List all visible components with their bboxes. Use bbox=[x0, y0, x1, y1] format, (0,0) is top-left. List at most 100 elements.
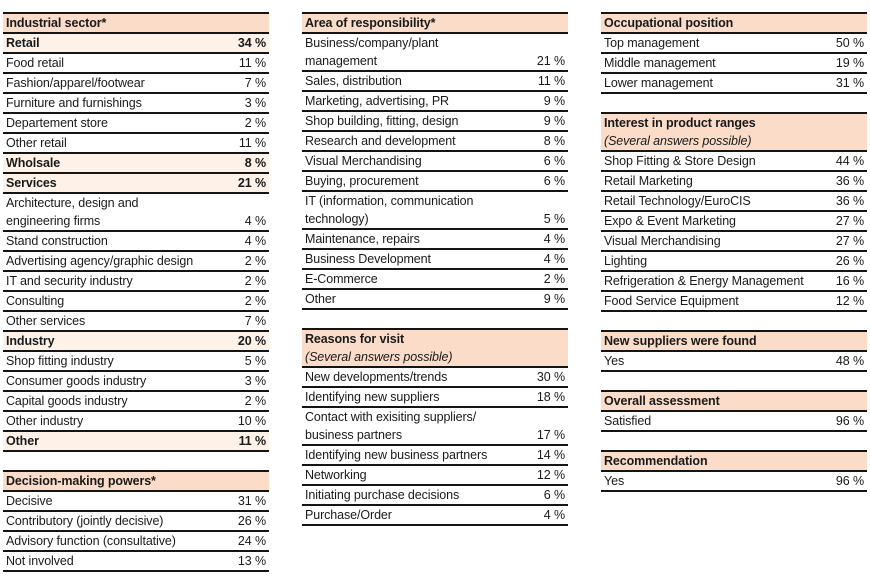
row-value: 8 % bbox=[244, 156, 266, 170]
table-row: Sales, distribution 11 % bbox=[302, 72, 568, 92]
row-label: Lower management bbox=[604, 76, 713, 90]
table-row: IT and security industry 2 % bbox=[3, 272, 269, 292]
table-row: Middle management 19 % bbox=[601, 54, 867, 74]
row-label: Top management bbox=[604, 36, 700, 50]
row-label: Consulting bbox=[6, 294, 65, 308]
row-label: Not involved bbox=[6, 554, 74, 568]
row-value: 10 % bbox=[237, 414, 266, 428]
row-value: 4 % bbox=[543, 232, 565, 246]
table-row: Business Development 4 % bbox=[302, 250, 568, 270]
row-label: Other bbox=[305, 292, 336, 306]
table-row: Not involved 13 % bbox=[3, 552, 269, 572]
row-value: 21 % bbox=[536, 54, 565, 68]
table-row: New developments/trends 30 % bbox=[302, 368, 568, 388]
column-2: Area of responsibility* Business/company/… bbox=[302, 12, 568, 580]
table-row: Networking 12 % bbox=[302, 466, 568, 486]
row-value: 27 % bbox=[835, 214, 864, 228]
row-label: Yes bbox=[604, 354, 625, 368]
row-label: Retail Marketing bbox=[604, 174, 693, 188]
table-row: Buying, procurement 6 % bbox=[302, 172, 568, 192]
row-value: 3 % bbox=[244, 96, 266, 110]
table-row: Wholsale 8 % bbox=[3, 154, 269, 174]
row-value: 9 % bbox=[543, 292, 565, 306]
row-label: IT and security industry bbox=[6, 274, 133, 288]
table-header: Decision-making powers* bbox=[3, 472, 269, 492]
row-label: Identifying new suppliers bbox=[305, 390, 440, 404]
row-value: 19 % bbox=[835, 56, 864, 70]
table-row: Retail 34 % bbox=[3, 34, 269, 54]
table-note: (Several answers possible) bbox=[305, 350, 453, 364]
row-label: Decisive bbox=[6, 494, 53, 508]
row-label: Buying, procurement bbox=[305, 174, 419, 188]
row-label: Refrigeration & Energy Management bbox=[604, 274, 804, 288]
table-row: Stand construction 4 % bbox=[3, 232, 269, 252]
table-row: Consulting 2 % bbox=[3, 292, 269, 312]
row-value: 6 % bbox=[543, 154, 565, 168]
row-value: 4 % bbox=[244, 214, 266, 228]
table-row: Other 11 % bbox=[3, 432, 269, 452]
row-value: 2 % bbox=[244, 254, 266, 268]
row-value: 31 % bbox=[237, 494, 266, 508]
column-1: Industrial sector* Retail 34 % Food retail 1… bbox=[3, 12, 269, 580]
row-label: Shop Fitting & Store Design bbox=[604, 154, 756, 168]
table-note: (Several answers possible) bbox=[604, 134, 752, 148]
row-label: Yes bbox=[604, 474, 625, 488]
row-value: 18 % bbox=[536, 390, 565, 404]
row-label: Other bbox=[6, 434, 39, 448]
table-row: Advisory function (consultative) 24 % bbox=[3, 532, 269, 552]
row-label: Stand construction bbox=[6, 234, 108, 248]
row-label: Shop fitting industry bbox=[6, 354, 114, 368]
table-row: Advertising agency/graphic design 2 % bbox=[3, 252, 269, 272]
row-value: 13 % bbox=[237, 554, 266, 568]
row-value: 11 % bbox=[537, 74, 565, 88]
row-value: 5 % bbox=[244, 354, 266, 368]
row-label: Business/company/plant management bbox=[305, 36, 439, 68]
table-row: Services 21 % bbox=[3, 174, 269, 194]
table-title: Decision-making powers* bbox=[6, 474, 156, 488]
row-label: Middle management bbox=[604, 56, 716, 70]
row-label: Fashion/apparel/footwear bbox=[6, 76, 145, 90]
table-row: IT (information, communication technolog… bbox=[302, 192, 568, 230]
row-label: Identifying new business partners bbox=[305, 448, 488, 462]
table-title: Recommendation bbox=[604, 454, 708, 468]
row-label: Satisfied bbox=[604, 414, 652, 428]
table-row: Identifying new suppliers 18 % bbox=[302, 388, 568, 408]
row-value: 5 % bbox=[543, 212, 565, 226]
table-title: Industrial sector* bbox=[6, 16, 107, 30]
row-value: 8 % bbox=[543, 134, 565, 148]
row-label: Furniture and furnishings bbox=[6, 96, 142, 110]
table-row: Other services 7 % bbox=[3, 312, 269, 332]
row-value: 4 % bbox=[244, 234, 266, 248]
table-row: Satisfied 96 % bbox=[601, 412, 867, 432]
table-header: Reasons for visit (Several answers possib… bbox=[302, 330, 568, 368]
table-row: Purchase/Order 4 % bbox=[302, 506, 568, 526]
table-row: Expo & Event Marketing 27 % bbox=[601, 212, 867, 232]
row-label: Wholsale bbox=[6, 156, 61, 170]
row-label: Advisory function (consultative) bbox=[6, 534, 176, 548]
row-value: 2 % bbox=[244, 294, 266, 308]
row-label: Sales, distribution bbox=[305, 74, 402, 88]
row-label: Departement store bbox=[6, 116, 108, 130]
table-row: Industry 20 % bbox=[3, 332, 269, 352]
row-value: 6 % bbox=[543, 174, 565, 188]
table-title: Occupational position bbox=[604, 16, 734, 30]
row-label: Marketing, advertising, PR bbox=[305, 94, 449, 108]
table-row: Marketing, advertising, PR 9 % bbox=[302, 92, 568, 112]
stat-table-area-of-responsibility: Area of responsibility* Business/company/… bbox=[302, 12, 568, 310]
row-label: New developments/trends bbox=[305, 370, 448, 384]
table-row: Other industry 10 % bbox=[3, 412, 269, 432]
table-header: New suppliers were found bbox=[601, 332, 867, 352]
table-row: Decisive 31 % bbox=[3, 492, 269, 512]
row-label: Initiating purchase decisions bbox=[305, 488, 460, 502]
row-value: 2 % bbox=[244, 274, 266, 288]
row-value: 17 % bbox=[536, 428, 565, 442]
stat-table-decision-making-powers: Decision-making powers* Decisive 31 % Contr… bbox=[3, 470, 269, 572]
table-row: Visual Merchandising 27 % bbox=[601, 232, 867, 252]
stat-table-new-suppliers-were-found: New suppliers were found Yes 48 % bbox=[601, 330, 867, 372]
table-row: Contact with exisiting suppliers/ busine… bbox=[302, 408, 568, 446]
row-label: Services bbox=[6, 176, 57, 190]
table-title: Reasons for visit bbox=[305, 332, 405, 346]
row-label: Contributory (jointly decisive) bbox=[6, 514, 164, 528]
row-label: Advertising agency/graphic design bbox=[6, 254, 194, 268]
